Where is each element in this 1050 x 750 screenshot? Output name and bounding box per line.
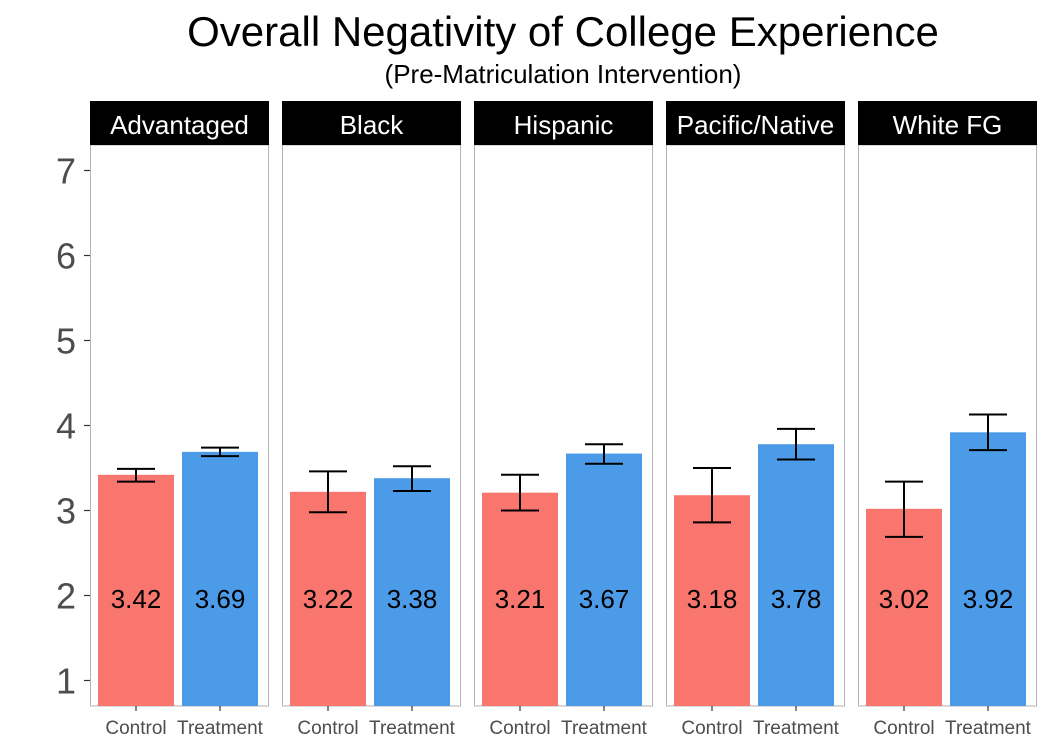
error-bar	[501, 473, 539, 512]
data-label: 3.18	[687, 584, 738, 614]
facet-strip-label: Black	[340, 110, 405, 140]
x-tick-label: Control	[489, 718, 550, 739]
error-bar	[885, 480, 923, 538]
facet-strip-label: Pacific/Native	[677, 110, 835, 140]
data-label: 3.42	[111, 584, 162, 614]
bar	[374, 478, 450, 706]
x-tick-label: Control	[297, 718, 358, 739]
error-bar	[117, 467, 155, 483]
bar	[98, 474, 174, 706]
x-tick-label: Treatment	[177, 718, 264, 739]
facet-panels: Advantaged 3.42 Control 3.69 Treatment Black 3…	[90, 101, 1037, 739]
bar	[290, 491, 366, 706]
x-tick-label: Treatment	[561, 718, 648, 739]
facet-strip	[474, 101, 653, 145]
x-tick-label: Control	[105, 718, 166, 739]
data-label: 3.67	[579, 584, 630, 614]
error-bar	[393, 465, 431, 492]
x-tick-label: Treatment	[945, 718, 1032, 739]
error-bar	[969, 413, 1007, 452]
y-axis: 1 2 3 4 5 6 7	[56, 151, 90, 702]
facet-panel: Black 3.22 Control 3.38 Treatment	[282, 101, 461, 739]
facet-strip-label: Advantaged	[110, 110, 249, 140]
y-tick-label: 2	[56, 576, 76, 617]
bar	[566, 453, 642, 706]
error-bar	[777, 427, 815, 461]
bar	[866, 508, 942, 706]
facet-panel: Hispanic 3.21 Control 3.67 Treatment	[474, 101, 653, 739]
y-tick-label: 7	[56, 151, 76, 192]
bar	[182, 451, 258, 706]
bar	[674, 495, 750, 706]
y-tick-label: 3	[56, 491, 76, 532]
y-tick-label: 4	[56, 406, 76, 447]
data-label: 3.69	[195, 584, 246, 614]
chart-title: Overall Negativity of College Experience	[187, 8, 939, 55]
facet-strip-label: White FG	[893, 110, 1003, 140]
error-bar	[201, 446, 239, 458]
x-tick-label: Control	[873, 718, 934, 739]
bar	[482, 492, 558, 706]
facet-panel: Advantaged 3.42 Control 3.69 Treatment	[90, 101, 269, 739]
facet-strip	[282, 101, 461, 145]
y-tick-label: 6	[56, 236, 76, 277]
y-tick-label: 5	[56, 321, 76, 362]
y-tick-label: 1	[56, 661, 76, 702]
facet-panel: Pacific/Native 3.18 Control 3.78 Treatment	[666, 101, 845, 739]
x-tick-label: Treatment	[753, 718, 840, 739]
facet-strip-label: Hispanic	[514, 110, 614, 140]
error-bar	[585, 443, 623, 465]
bar	[950, 432, 1026, 706]
data-label: 3.22	[303, 584, 354, 614]
bar	[758, 444, 834, 706]
data-label: 3.21	[495, 584, 546, 614]
x-tick-label: Treatment	[369, 718, 456, 739]
facet-strip	[858, 101, 1037, 145]
data-label: 3.78	[771, 584, 822, 614]
data-label: 3.38	[387, 584, 438, 614]
facet-panel: White FG 3.02 Control 3.92 Treatment	[858, 101, 1037, 739]
data-label: 3.92	[963, 584, 1014, 614]
error-bar	[309, 470, 347, 514]
data-label: 3.02	[879, 584, 930, 614]
facet-strip	[666, 101, 845, 145]
chart-subtitle: (Pre-Matriculation Intervention)	[385, 59, 742, 89]
x-tick-label: Control	[681, 718, 742, 739]
error-bar	[693, 467, 731, 524]
facet-strip	[90, 101, 269, 145]
